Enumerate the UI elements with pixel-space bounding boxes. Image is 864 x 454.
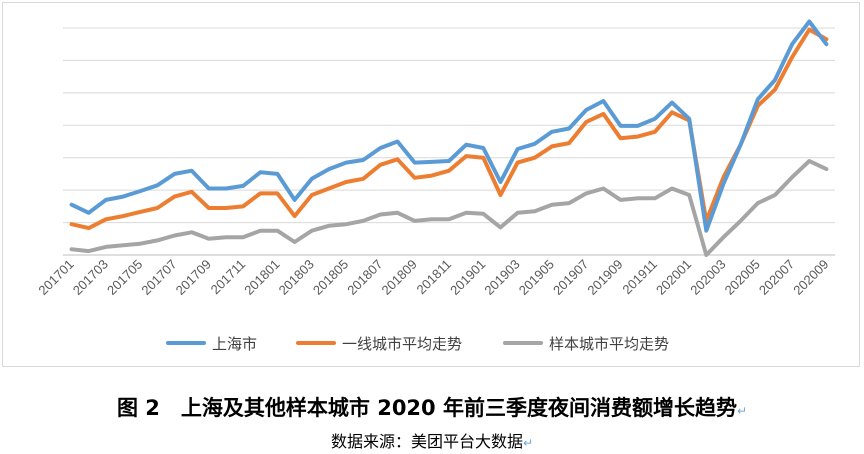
x-tick-label: 202003	[687, 257, 728, 298]
x-tick-label: 201809	[379, 257, 420, 298]
x-tick-label: 201711	[208, 257, 249, 298]
x-tick-label: 201811	[414, 257, 455, 298]
line-chart: 2017012017032017052017072017092017112018…	[35, 19, 835, 353]
figure-title-text: 图 2 上海及其他样本城市 2020 年前三季度夜间消费额增长趋势	[116, 396, 737, 420]
x-tick-label: 201701	[35, 257, 76, 298]
x-tick-label: 201905	[516, 257, 557, 298]
x-tick-label: 202007	[756, 257, 797, 298]
x-tick-label: 201803	[276, 257, 317, 298]
figure-source: 数据来源：美团平台大数据↵	[0, 428, 864, 452]
x-tick-label: 201709	[173, 257, 214, 298]
x-tick-label: 202005	[722, 257, 763, 298]
series-line	[69, 19, 829, 233]
x-tick-label: 202001	[653, 257, 694, 298]
x-tick-label: 201805	[310, 257, 351, 298]
x-tick-label: 201705	[104, 257, 145, 298]
x-tick-label: 202009	[790, 257, 831, 298]
x-tick-label: 201901	[447, 257, 488, 298]
figure-title: 图 2 上海及其他样本城市 2020 年前三季度夜间消费额增长趋势↵	[0, 392, 864, 422]
legend-label: 一线城市平均走势	[342, 335, 462, 353]
legend-label: 上海市	[212, 335, 257, 353]
x-tick-label: 201807	[344, 257, 385, 298]
series-line	[69, 159, 829, 257]
x-tick-label: 201903	[481, 257, 522, 298]
x-tick-label: 201801	[241, 257, 282, 298]
return-mark-icon: ↵	[736, 404, 748, 418]
chart-frame: 201701 201703 201705 201707 201709 201711 2018…	[2, 2, 860, 367]
x-tick-label: 201911	[619, 257, 660, 298]
return-mark-icon: ↵	[522, 436, 534, 450]
legend-label: 样本城市平均走势	[549, 335, 669, 353]
series-line	[69, 27, 829, 231]
figure-source-text: 数据来源：美团平台大数据	[330, 432, 523, 451]
x-tick-label: 201907	[550, 257, 591, 298]
x-tick-label: 201703	[70, 257, 111, 298]
x-tick-label: 201909	[584, 257, 625, 298]
x-tick-label: 201707	[138, 257, 179, 298]
